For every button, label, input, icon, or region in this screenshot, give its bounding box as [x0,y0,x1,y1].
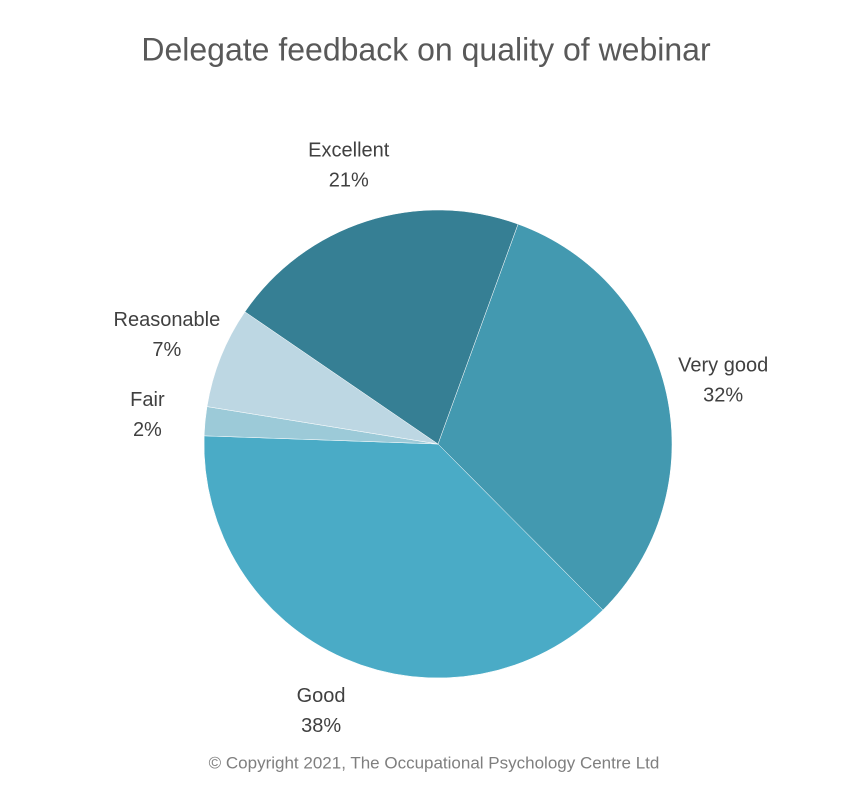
pie-slice [203,435,604,679]
footer: © Copyright 2021, The Occupational Psych… [209,753,660,772]
chart-title: Delegate feedback on quality of webinar [141,31,711,67]
pie [203,209,673,679]
slice-value-label: 21% [329,169,369,191]
slice-value-label: 2% [133,419,162,441]
pie-slice [206,311,439,445]
slice-value-label: 38% [301,715,341,737]
slice-category-label: Excellent [308,139,390,161]
pie-slice [244,209,519,445]
slice-value-label: 7% [152,339,181,361]
slice-category-label: Reasonable [114,309,221,331]
slice-category-label: Good [297,685,346,707]
slice-category-label: Fair [130,389,165,411]
slice-value-label: 32% [703,385,743,407]
slice-category-label: Very good [678,355,768,377]
pie-slice [437,223,673,611]
